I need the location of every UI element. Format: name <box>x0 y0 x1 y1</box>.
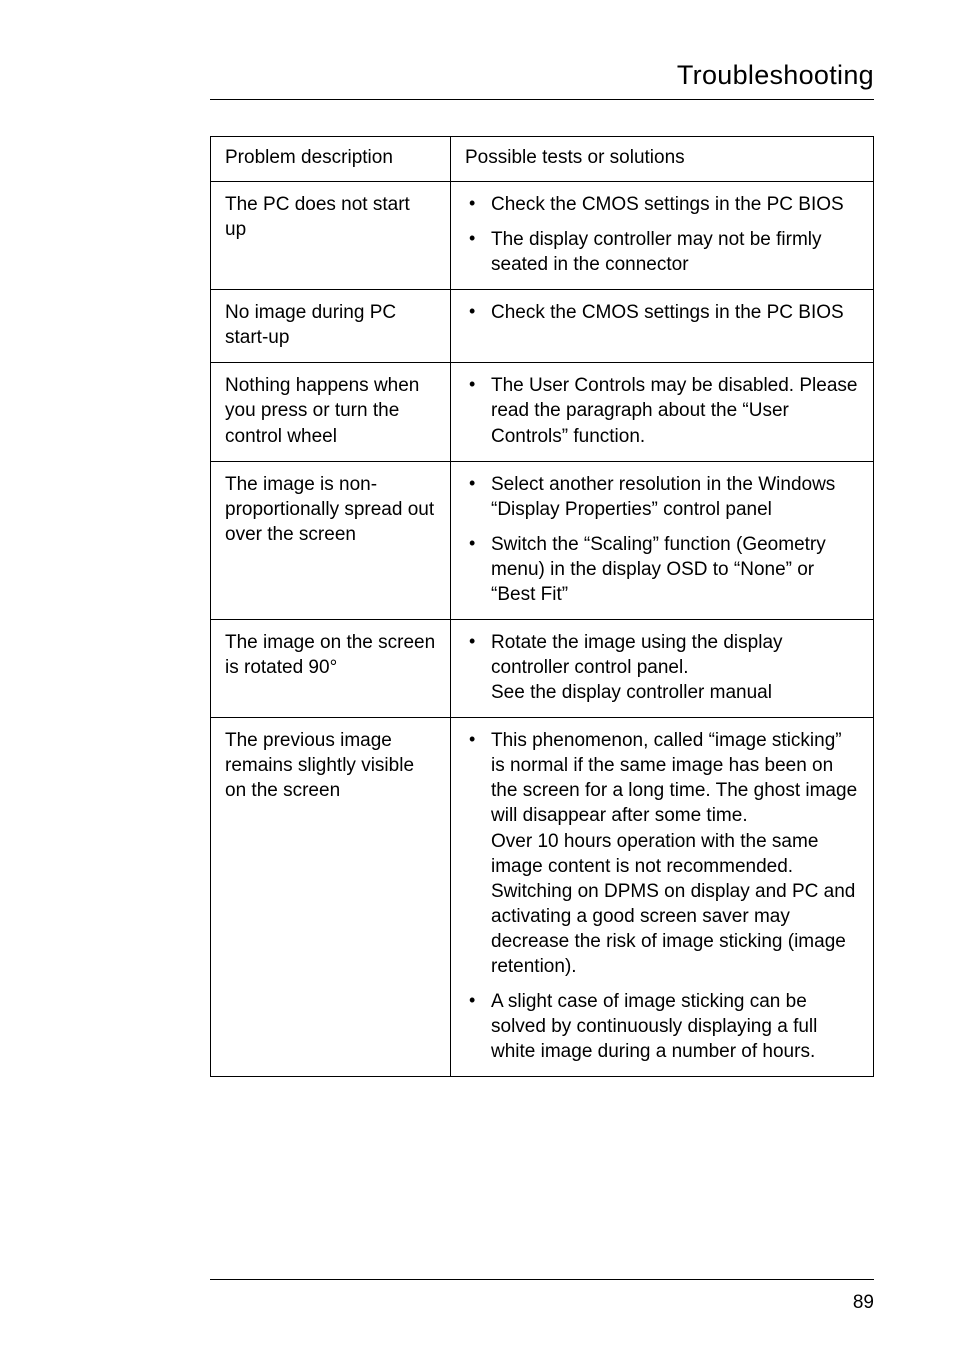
solution-item: The User Controls may be disabled. Pleas… <box>465 373 859 448</box>
table-row: The previous image remains slightly visi… <box>211 718 874 1077</box>
solution-item: This phenomenon, called “image sticking”… <box>465 728 859 979</box>
solution-cell: This phenomenon, called “image sticking”… <box>451 718 874 1077</box>
solution-cell: Check the CMOS settings in the PC BIOS <box>451 290 874 363</box>
solution-item: The display controller may not be firmly… <box>465 227 859 277</box>
troubleshooting-table: Problem description Possible tests or so… <box>210 136 874 1077</box>
problem-cell: Nothing happens when you press or turn t… <box>211 363 451 461</box>
page-number: 89 <box>853 1292 874 1314</box>
table-row: No image during PC start-up Check the CM… <box>211 290 874 363</box>
table-row: The PC does not start up Check the CMOS … <box>211 182 874 290</box>
problem-cell: No image during PC start-up <box>211 290 451 363</box>
solution-item: A slight case of image sticking can be s… <box>465 989 859 1064</box>
problem-cell: The previous image remains slightly visi… <box>211 718 451 1077</box>
footer-rule <box>210 1279 874 1280</box>
solution-cell: The User Controls may be disabled. Pleas… <box>451 363 874 461</box>
solution-cell: Check the CMOS settings in the PC BIOS T… <box>451 182 874 290</box>
table-row: The image on the screen is rotated 90° R… <box>211 620 874 718</box>
solution-item: Switch the “Scaling” function (Geometry … <box>465 532 859 607</box>
problem-cell: The PC does not start up <box>211 182 451 290</box>
table-row: The image is non-proportionally spread o… <box>211 461 874 619</box>
problem-cell: The image is non-proportionally spread o… <box>211 461 451 619</box>
solution-item: Check the CMOS settings in the PC BIOS <box>465 192 859 217</box>
solution-item: Check the CMOS settings in the PC BIOS <box>465 300 859 325</box>
solution-item: Select another resolution in the Windows… <box>465 472 859 522</box>
table-row: Nothing happens when you press or turn t… <box>211 363 874 461</box>
solution-cell: Rotate the image using the display contr… <box>451 620 874 718</box>
page-container: Troubleshooting Problem description Poss… <box>0 0 954 1352</box>
table-header-solutions: Possible tests or solutions <box>451 137 874 182</box>
table-header-problem: Problem description <box>211 137 451 182</box>
problem-cell: The image on the screen is rotated 90° <box>211 620 451 718</box>
section-title: Troubleshooting <box>210 60 874 100</box>
solution-cell: Select another resolution in the Windows… <box>451 461 874 619</box>
solution-item: Rotate the image using the display contr… <box>465 630 859 705</box>
